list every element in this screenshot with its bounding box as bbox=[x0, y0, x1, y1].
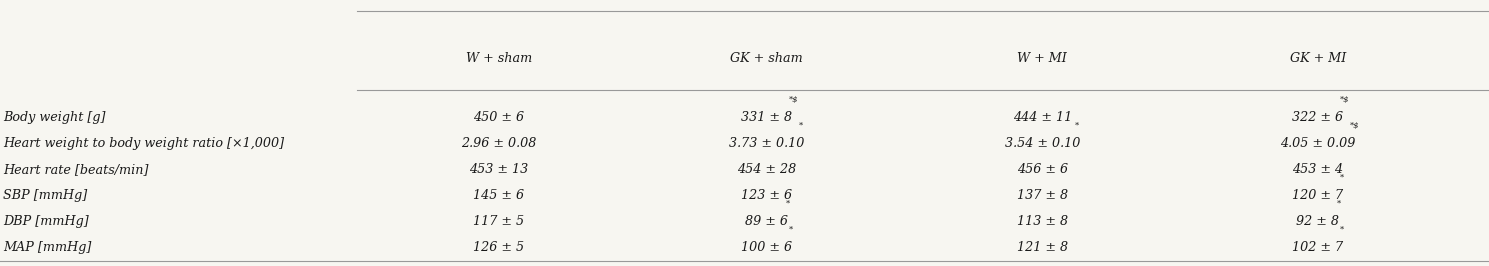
Text: SBP [mmHg]: SBP [mmHg] bbox=[3, 189, 88, 202]
Text: 3.54 ± 0.10: 3.54 ± 0.10 bbox=[1005, 137, 1080, 149]
Text: 137 ± 8: 137 ± 8 bbox=[1017, 189, 1068, 202]
Text: *: * bbox=[1340, 226, 1343, 234]
Text: *: * bbox=[786, 200, 791, 208]
Text: MAP [mmHg]: MAP [mmHg] bbox=[3, 241, 91, 254]
Text: *: * bbox=[789, 226, 792, 234]
Text: 3.73 ± 0.10: 3.73 ± 0.10 bbox=[730, 137, 804, 149]
Text: 4.05 ± 0.09: 4.05 ± 0.09 bbox=[1281, 137, 1355, 149]
Text: 145 ± 6: 145 ± 6 bbox=[474, 189, 524, 202]
Text: 113 ± 8: 113 ± 8 bbox=[1017, 215, 1068, 228]
Text: *: * bbox=[1337, 200, 1342, 208]
Text: 117 ± 5: 117 ± 5 bbox=[474, 215, 524, 228]
Text: *$: *$ bbox=[1340, 96, 1349, 104]
Text: *: * bbox=[1340, 174, 1343, 182]
Text: DBP [mmHg]: DBP [mmHg] bbox=[3, 215, 89, 228]
Text: *$: *$ bbox=[789, 96, 798, 104]
Text: W + sham: W + sham bbox=[466, 52, 532, 65]
Text: *$: *$ bbox=[1351, 122, 1359, 130]
Text: GK + MI: GK + MI bbox=[1289, 52, 1346, 65]
Text: Heart weight to body weight ratio [×1,000]: Heart weight to body weight ratio [×1,00… bbox=[3, 137, 284, 149]
Text: 92 ± 8: 92 ± 8 bbox=[1297, 215, 1339, 228]
Text: *: * bbox=[800, 122, 804, 130]
Text: 331 ± 8: 331 ± 8 bbox=[742, 111, 792, 123]
Text: 453 ± 13: 453 ± 13 bbox=[469, 163, 529, 176]
Text: 126 ± 5: 126 ± 5 bbox=[474, 241, 524, 254]
Text: 123 ± 6: 123 ± 6 bbox=[742, 189, 792, 202]
Text: 100 ± 6: 100 ± 6 bbox=[742, 241, 792, 254]
Text: GK + sham: GK + sham bbox=[731, 52, 803, 65]
Text: 322 ± 6: 322 ± 6 bbox=[1292, 111, 1343, 123]
Text: 444 ± 11: 444 ± 11 bbox=[1013, 111, 1072, 123]
Text: 450 ± 6: 450 ± 6 bbox=[474, 111, 524, 123]
Text: 453 ± 4: 453 ± 4 bbox=[1292, 163, 1343, 176]
Text: 102 ± 7: 102 ± 7 bbox=[1292, 241, 1343, 254]
Text: 89 ± 6: 89 ± 6 bbox=[746, 215, 788, 228]
Text: 120 ± 7: 120 ± 7 bbox=[1292, 189, 1343, 202]
Text: *: * bbox=[1075, 122, 1080, 130]
Text: Heart rate [beats/min]: Heart rate [beats/min] bbox=[3, 163, 149, 176]
Text: 456 ± 6: 456 ± 6 bbox=[1017, 163, 1068, 176]
Text: 2.96 ± 0.08: 2.96 ± 0.08 bbox=[462, 137, 536, 149]
Text: W + MI: W + MI bbox=[1017, 52, 1068, 65]
Text: 121 ± 8: 121 ± 8 bbox=[1017, 241, 1068, 254]
Text: Body weight [g]: Body weight [g] bbox=[3, 111, 106, 123]
Text: 454 ± 28: 454 ± 28 bbox=[737, 163, 797, 176]
